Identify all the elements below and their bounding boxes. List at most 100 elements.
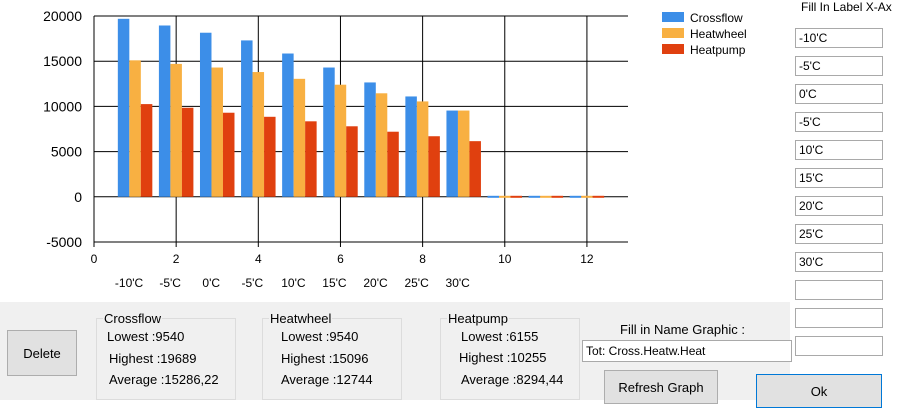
bar-heatpump-3 [264,116,276,197]
x-label-input-3[interactable]: 0'C [795,84,883,104]
x-tick-label-5: 10 [498,252,512,266]
x-tick-label-4: 8 [419,252,426,266]
bar-heatwheel-4 [293,78,306,197]
delete-button[interactable]: Delete [7,330,77,376]
bar-heatwheel-empty-1 [540,195,552,198]
x-label-input-11[interactable] [795,308,883,328]
bar-heatwheel-8 [457,110,470,197]
crossflow-highest: Highest :19689 [109,351,197,366]
x-axis-label-panel: Fill In Label X-Ax -10'C -5'C 0'C -5'C 1… [790,0,900,400]
y-tick-label-2: 10000 [43,98,82,114]
heatpump-lowest: Lowest :6155 [461,329,539,344]
graph-name-label: Fill in Name Graphic : [620,322,745,337]
bottom-panel: Delete Crossflow Lowest :9540 Highest :1… [0,302,882,408]
refresh-graph-button[interactable]: Refresh Graph [604,370,718,404]
bar-crossflow-6 [364,82,376,197]
bar-heatwheel-7 [416,101,429,197]
heatwheel-lowest: Lowest :9540 [281,329,359,344]
x-label-input-4[interactable]: -5'C [795,112,883,132]
bar-heatwheel-1 [170,63,182,197]
bar-chart: 20000 15000 10000 5000 0 -5000 0 2 4 6 8 10 12 -10'C -… [43,8,747,290]
x-label-input-2[interactable]: -5'C [795,56,883,76]
heatpump-highest: Highest :10255 [459,350,547,365]
bar-heatwheel-0 [129,60,141,197]
bar-crossflow-0 [117,18,130,197]
bar-crossflow-1 [158,25,171,197]
bar-crossflow-empty-2 [569,195,582,198]
legend-label-heatpump: Heatpump [690,43,746,57]
x-axis-label-panel-title: Fill In Label X-Ax [801,0,892,14]
crossflow-stats-group: Crossflow Lowest :9540 Highest :19689 Av… [96,311,236,400]
heatpump-group-title: Heatpump [447,311,509,326]
y-tick-label-1: 15000 [43,53,82,69]
y-tick-label-5: -5000 [46,234,82,250]
x-label-input-7[interactable]: 20'C [795,196,883,216]
x-label-input-8[interactable]: 25'C [795,224,883,244]
crossflow-lowest: Lowest :9540 [107,329,185,344]
legend-label-crossflow: Crossflow [690,11,743,25]
bar-crossflow-8 [446,110,458,197]
bar-heatwheel-empty-2 [581,195,593,198]
x-label-input-10[interactable] [795,280,883,300]
category-label-2: 0'C [202,276,220,290]
graph-name-input[interactable]: Tot: Cross.Heatw.Heat [582,340,792,362]
bar-crossflow-5 [323,67,335,197]
category-label-7: 25'C [404,276,429,290]
bar-heatwheel-3 [252,72,265,197]
bar-heatwheel-5 [334,84,347,197]
crossflow-group-title: Crossflow [103,311,163,326]
x-tick-label-3: 6 [337,252,344,266]
bar-heatpump-8 [469,141,481,197]
legend-label-heatwheel: Heatwheel [690,27,747,41]
heatwheel-average: Average :12744 [281,372,373,387]
category-label-3: -5'C [241,276,263,290]
y-tick-label-0: 20000 [43,8,82,24]
bar-heatwheel-2 [211,67,223,197]
bar-crossflow-empty-1 [528,195,541,198]
heatwheel-highest: Highest :15096 [281,351,369,366]
bar-heatpump-1 [181,107,194,197]
category-label-0: -10'C [115,276,144,290]
bar-crossflow-2 [199,32,212,197]
heatpump-stats-group: Heatpump Lowest :6155 Highest :10255 Ave… [440,311,580,400]
x-tick-label-6: 12 [580,252,594,266]
ok-button[interactable]: Ok [756,374,882,408]
bar-crossflow-7 [405,96,417,197]
category-label-6: 20'C [363,276,388,290]
bar-heatwheel-6 [375,93,388,197]
heatwheel-group-title: Heatwheel [269,311,333,326]
bar-crossflow-empty-0 [487,195,500,198]
legend-swatch-heatpump [662,44,684,54]
x-label-input-1[interactable]: -10'C [795,28,883,48]
y-tick-label-3: 5000 [51,144,82,160]
bar-heatpump-empty-1 [551,195,564,198]
bar-crossflow-4 [282,53,294,197]
legend-swatch-crossflow [662,12,684,22]
chart-area: 20000 15000 10000 5000 0 -5000 0 2 4 6 8 10 12 -10'C -… [43,8,747,290]
x-tick-label-0: 0 [91,252,98,266]
crossflow-average: Average :15286,22 [109,372,219,387]
x-tick-label-2: 4 [255,252,262,266]
bar-heatwheel-empty-0 [499,195,511,198]
x-tick-label-1: 2 [173,252,180,266]
heatwheel-stats-group: Heatwheel Lowest :9540 Highest :15096 Av… [262,311,402,400]
bar-crossflow-3 [241,40,253,197]
category-label-4: 10'C [281,276,306,290]
bar-heatpump-empty-0 [510,195,523,198]
bar-heatpump-2 [222,112,235,197]
bar-heatpump-6 [387,131,399,197]
x-label-input-5[interactable]: 10'C [795,140,883,160]
category-label-1: -5'C [159,276,181,290]
x-label-input-12[interactable] [795,336,883,356]
bar-heatpump-empty-2 [592,195,605,198]
x-label-input-9[interactable]: 30'C [795,252,883,272]
legend-swatch-heatwheel [662,28,684,38]
bar-heatpump-4 [305,121,317,197]
x-label-input-6[interactable]: 15'C [795,168,883,188]
bar-heatpump-0 [140,104,153,197]
y-tick-label-4: 0 [74,189,82,205]
heatpump-average: Average :8294,44 [461,372,564,387]
category-label-5: 15'C [322,276,347,290]
category-label-8: 30'C [446,276,471,290]
bar-heatpump-7 [428,136,440,197]
